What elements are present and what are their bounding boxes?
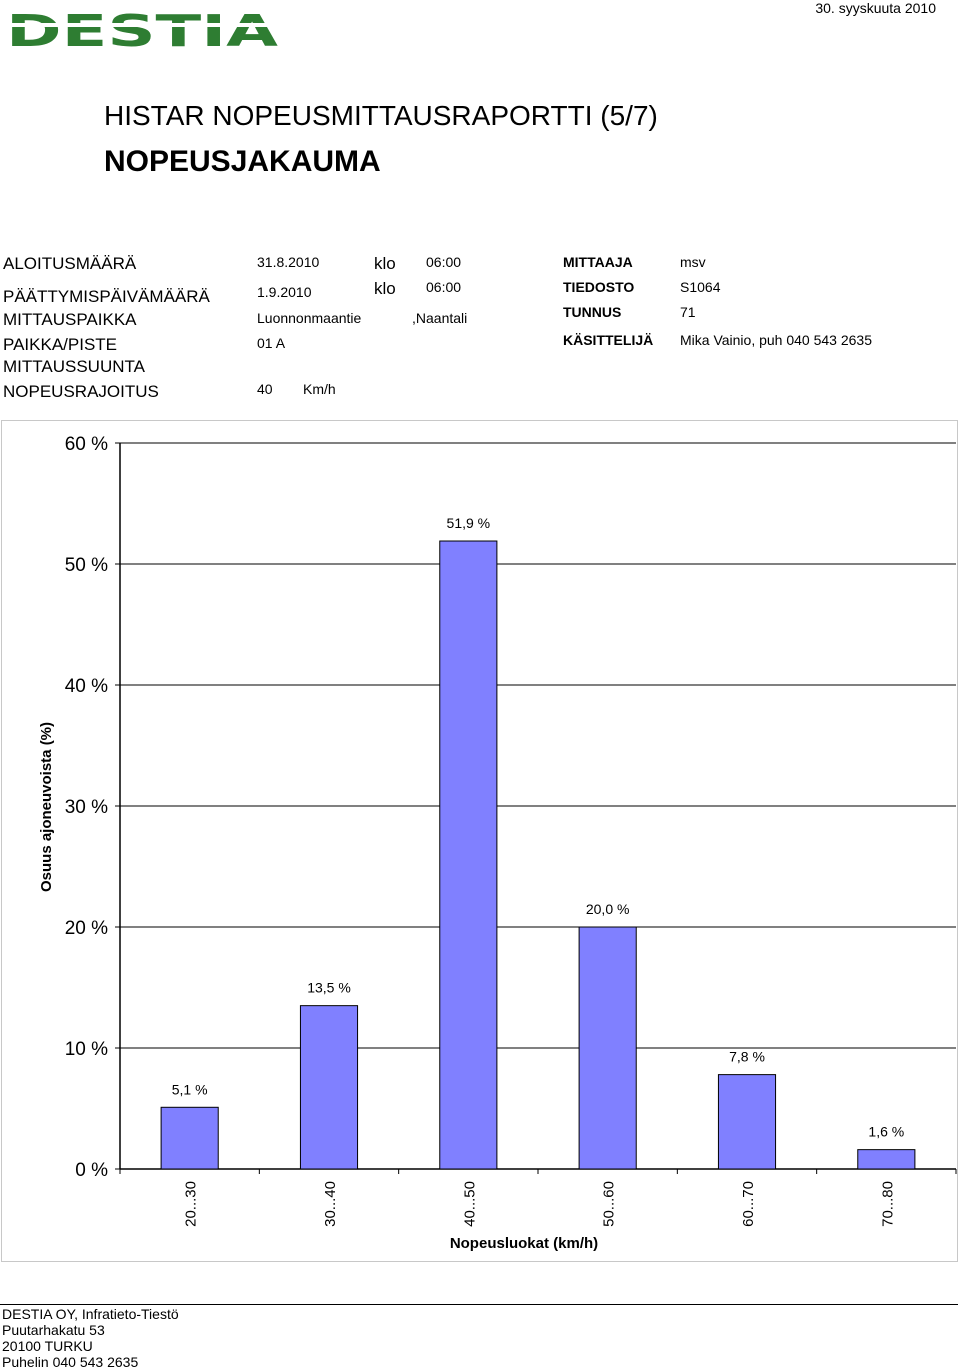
point-value: 01 A bbox=[257, 335, 286, 351]
x-tick-label: 20...30 bbox=[183, 1181, 200, 1227]
x-tick-label: 70...80 bbox=[879, 1181, 896, 1227]
footer-phone: Puhelin 040 543 2635 bbox=[2, 1354, 139, 1370]
x-tick-label: 40...50 bbox=[461, 1181, 478, 1227]
data-label: 13,5 % bbox=[307, 980, 351, 996]
destia-logo: DESTIA bbox=[4, 8, 280, 50]
id-label: TUNNUS bbox=[563, 304, 622, 320]
file-label: TIEDOSTO bbox=[563, 279, 635, 295]
y-tick-label: 50 % bbox=[65, 555, 108, 576]
bar bbox=[578, 926, 637, 1170]
limit-unit: Km/h bbox=[303, 381, 336, 397]
y-tick-label: 0 % bbox=[75, 1160, 108, 1181]
handler-value: Mika Vainio, puh 040 543 2635 bbox=[680, 332, 872, 348]
chart-frame: 0 % 10 % 20 % 30 % 40 % 50 % 60 % 5,1 % 20...30 1… bbox=[1, 420, 958, 1262]
bar bbox=[857, 1149, 916, 1170]
handler-label: KÄSITTELIJÄ bbox=[563, 332, 654, 348]
measurer-label: MITTAAJA bbox=[563, 254, 633, 270]
point-label: PAIKKA/PISTE bbox=[3, 335, 118, 354]
bar bbox=[299, 1005, 359, 1170]
x-tick-label: 30...40 bbox=[322, 1181, 339, 1227]
end-klo: klo bbox=[374, 279, 396, 298]
y-tick-label: 30 % bbox=[65, 797, 108, 818]
y-tick-label: 40 % bbox=[65, 676, 108, 697]
bar bbox=[717, 1074, 777, 1170]
report-subtitle: NOPEUSJAKAUMA bbox=[104, 145, 381, 178]
footer-city: 20100 TURKU bbox=[2, 1338, 93, 1354]
end-time: 06:00 bbox=[426, 279, 462, 295]
place-city: ,Naantali bbox=[412, 310, 468, 326]
x-tick-label: 60...70 bbox=[740, 1181, 757, 1227]
data-label: 1,6 % bbox=[868, 1124, 904, 1140]
direction-label: MITTAUSSUUNTA bbox=[3, 357, 145, 376]
place-label: MITTAUSPAIKKA bbox=[3, 310, 137, 329]
data-label: 7,8 % bbox=[729, 1049, 765, 1065]
svg-text:DESTIA: DESTIA bbox=[6, 8, 278, 50]
y-tick-label: 10 % bbox=[65, 1039, 108, 1060]
bar bbox=[439, 540, 498, 1170]
start-klo: klo bbox=[374, 254, 396, 273]
report-date: 30. syyskuuta 2010 bbox=[815, 0, 936, 16]
measurer-value: msv bbox=[680, 254, 706, 270]
footer-company: DESTIA OY, Infratieto-Tiestö bbox=[2, 1306, 179, 1322]
limit-value: 40 bbox=[257, 381, 273, 397]
start-time: 06:00 bbox=[426, 254, 462, 270]
start-date: 31.8.2010 bbox=[257, 254, 320, 270]
id-value: 71 bbox=[680, 304, 696, 320]
y-tick-label: 60 % bbox=[65, 434, 108, 455]
x-tick-label: 50...60 bbox=[601, 1181, 618, 1227]
x-axis-title: Nopeusluokat (km/h) bbox=[450, 1235, 598, 1252]
end-date: 1.9.2010 bbox=[257, 284, 312, 300]
data-label: 5,1 % bbox=[172, 1081, 208, 1097]
end-label: PÄÄTTYMISPÄIVÄMÄÄRÄ bbox=[3, 287, 210, 306]
limit-label: NOPEUSRAJOITUS bbox=[3, 382, 159, 401]
data-label: 51,9 % bbox=[447, 515, 491, 531]
footer-divider bbox=[0, 1304, 958, 1305]
file-value: S1064 bbox=[680, 279, 721, 295]
report-title: HISTAR NOPEUSMITTAUSRAPORTTI (5/7) bbox=[104, 100, 658, 131]
y-tick-label: 20 % bbox=[65, 918, 108, 939]
place-value: Luonnonmaantie bbox=[257, 310, 362, 326]
data-label: 20,0 % bbox=[586, 901, 630, 917]
y-axis-title: Osuus ajoneuvoista (%) bbox=[38, 722, 55, 892]
footer-street: Puutarhakatu 53 bbox=[2, 1322, 105, 1338]
bar bbox=[160, 1106, 219, 1170]
speed-distribution-chart: 0 % 10 % 20 % 30 % 40 % 50 % 60 % 5,1 % 20...30 1… bbox=[38, 434, 957, 1252]
start-label: ALOITUSMÄÄRÄ bbox=[3, 254, 137, 273]
